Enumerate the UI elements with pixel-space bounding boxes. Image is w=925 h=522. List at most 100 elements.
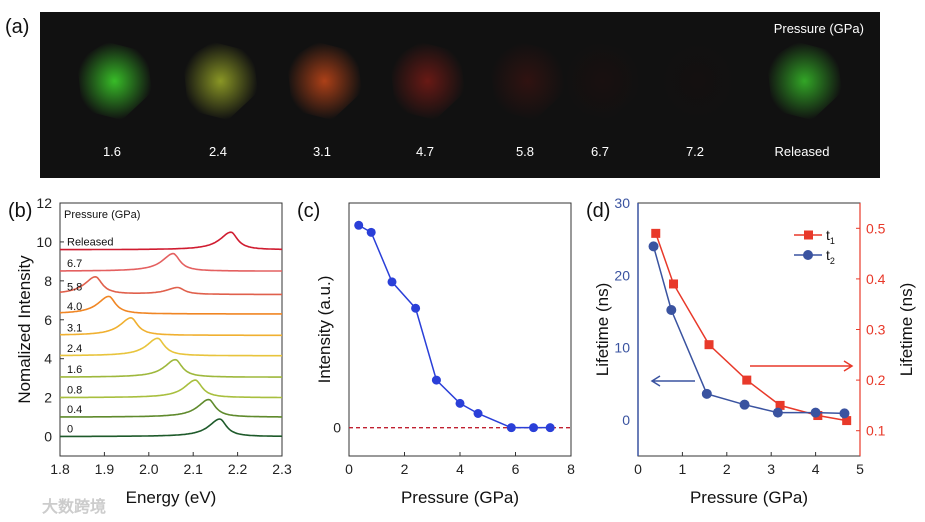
x-tick-label: 2 bbox=[723, 461, 731, 477]
left-arrow-icon bbox=[650, 375, 695, 387]
spectrum-line-0 bbox=[60, 418, 283, 438]
y-tick-label: 0 bbox=[333, 420, 341, 436]
x-tick-label: 0 bbox=[345, 461, 353, 477]
data-point-circle bbox=[810, 407, 821, 418]
legend-marker bbox=[803, 250, 813, 260]
plot-frame bbox=[59, 202, 283, 457]
crystal-image bbox=[390, 42, 465, 120]
data-point-circle bbox=[772, 407, 783, 418]
crystal-image bbox=[490, 42, 565, 120]
spectrum-line-0.4 bbox=[60, 398, 282, 418]
data-point-circle bbox=[839, 408, 850, 419]
x-tick-label: 2 bbox=[401, 461, 409, 477]
crystal-image bbox=[77, 42, 152, 120]
pressure-label: 6.7 bbox=[591, 144, 609, 159]
crystal-image bbox=[183, 42, 258, 120]
x-tick-label: 4 bbox=[812, 461, 820, 477]
lifetime-line-t2 bbox=[652, 246, 845, 415]
crystal-image bbox=[767, 42, 842, 120]
right-arrow-icon bbox=[750, 360, 854, 372]
y-tick-label-right: 0.4 bbox=[866, 271, 886, 287]
data-point-square bbox=[651, 228, 661, 238]
intensity-line bbox=[358, 224, 551, 429]
spectrum-line-2.4 bbox=[59, 337, 282, 357]
x-axis-label: Pressure (GPa) bbox=[401, 488, 519, 507]
series-label: 0.4 bbox=[67, 404, 82, 416]
data-point-square bbox=[704, 340, 714, 350]
series-label: 6.7 bbox=[67, 258, 82, 270]
y-tick-label: 8 bbox=[44, 273, 52, 289]
photo-title: Pressure (GPa) bbox=[774, 21, 864, 36]
crystal-image bbox=[287, 42, 362, 120]
data-point bbox=[431, 375, 441, 385]
legend-title: Pressure (GPa) bbox=[64, 209, 140, 221]
y-tick-label-left: 0 bbox=[622, 412, 630, 428]
y-axis-label: Nomalized Intensity bbox=[15, 255, 34, 404]
spectrum-line-4.0 bbox=[60, 295, 282, 315]
x-tick-label: 4 bbox=[456, 461, 464, 477]
spectrum-line-Released bbox=[60, 231, 282, 251]
series-label: 2.4 bbox=[67, 343, 82, 355]
legend-name: t bbox=[826, 227, 830, 243]
pressure-label: 5.8 bbox=[516, 144, 534, 159]
spectrum-line-3.1 bbox=[60, 316, 282, 337]
y-axis-label: Intensity (a.u.) bbox=[315, 276, 334, 384]
series-label: 1.6 bbox=[67, 364, 82, 376]
data-point bbox=[455, 398, 465, 408]
x-tick-label: 1.8 bbox=[50, 461, 70, 477]
data-point-circle bbox=[701, 388, 712, 399]
pressure-label: 3.1 bbox=[313, 144, 331, 159]
y-tick-label-right: 0.1 bbox=[866, 423, 886, 439]
data-point bbox=[473, 408, 483, 418]
series-label: 0 bbox=[67, 424, 73, 436]
data-point-square bbox=[842, 416, 852, 426]
y-tick-label-left: 20 bbox=[614, 267, 630, 283]
y-tick-label: 2 bbox=[44, 390, 52, 406]
series-label: 5.8 bbox=[67, 281, 82, 293]
x-tick-label: 3 bbox=[767, 461, 775, 477]
plot-frame bbox=[348, 202, 572, 457]
x-tick-label: 6 bbox=[512, 461, 520, 477]
x-axis-label: Pressure (GPa) bbox=[690, 488, 808, 507]
x-tick-label: 8 bbox=[567, 461, 575, 477]
watermark: 大数跨境 bbox=[42, 497, 106, 516]
x-tick-label: 2.0 bbox=[139, 461, 159, 477]
y-tick-label-left: 30 bbox=[614, 195, 630, 211]
data-point-square bbox=[775, 400, 785, 410]
pressure-label: 2.4 bbox=[209, 144, 227, 159]
panel-label-a: (a) bbox=[5, 16, 29, 38]
legend-marker bbox=[804, 230, 813, 240]
y-tick-label: 6 bbox=[44, 312, 52, 328]
pressure-label: 4.7 bbox=[416, 144, 434, 159]
panel-label: (c) bbox=[297, 200, 320, 222]
y-tick-label: 4 bbox=[44, 351, 52, 367]
y-tick-label-right: 0.2 bbox=[866, 372, 886, 388]
x-tick-label: 2.3 bbox=[272, 461, 292, 477]
panel-label: (b) bbox=[8, 200, 32, 222]
y-tick-label-right: 0.3 bbox=[866, 322, 886, 338]
legend-label: t2 bbox=[826, 247, 835, 266]
series-label: 4.0 bbox=[67, 301, 82, 313]
lifetime-line-t1 bbox=[655, 233, 847, 422]
pressure-label: 7.2 bbox=[686, 144, 704, 159]
data-point bbox=[354, 220, 364, 230]
data-point-circle bbox=[739, 399, 750, 410]
x-tick-label: 2.2 bbox=[228, 461, 248, 477]
data-point-circle bbox=[648, 241, 659, 252]
panel-label: (d) bbox=[586, 200, 610, 222]
spectrum-line-1.6 bbox=[59, 358, 282, 378]
data-point bbox=[366, 227, 376, 237]
y-tick-label-left: 10 bbox=[614, 340, 630, 356]
x-tick-label: 1 bbox=[679, 461, 687, 477]
crystal-image bbox=[565, 42, 640, 120]
crystal-image bbox=[660, 42, 735, 120]
spectrum-line-0.8 bbox=[60, 379, 282, 399]
data-point bbox=[506, 423, 516, 433]
y-tick-label: 10 bbox=[36, 234, 52, 250]
series-label: Released bbox=[67, 237, 113, 249]
x-tick-label: 0 bbox=[634, 461, 642, 477]
series-label: 3.1 bbox=[67, 322, 82, 334]
x-tick-label: 1.9 bbox=[95, 461, 115, 477]
